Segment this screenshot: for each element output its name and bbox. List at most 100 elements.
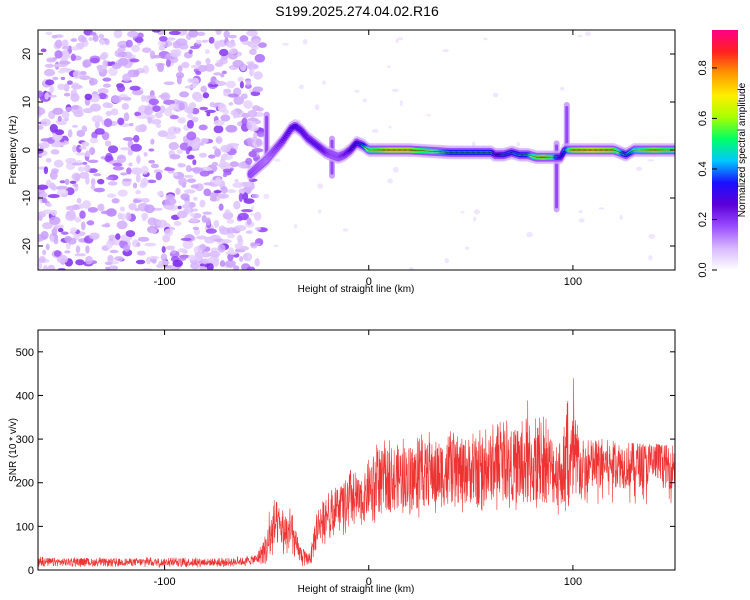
noise-blob [113,30,123,39]
noise-blob [212,145,218,150]
noise-blob [164,228,173,237]
noise-blob [140,178,149,186]
noise-blob [136,250,146,256]
noise-blob [108,234,117,240]
noise-blob [178,177,187,187]
noise-blob [194,93,203,103]
noise-blob [204,109,216,114]
noise-blob [146,256,152,265]
faint-noise-blob [577,34,583,38]
noise-blob [186,178,197,183]
noise-blob [102,59,108,69]
noise-blob [227,233,235,239]
noise-blob [102,102,111,108]
noise-blob [234,178,239,183]
x-tick-label: 0 [366,576,372,588]
noise-blob [108,265,119,270]
noise-blob [103,118,113,128]
noise-blob [71,104,80,110]
colorbar-tick-label: 0.6 [697,111,709,126]
noise-blob [221,154,234,161]
noise-blob [226,218,235,224]
noise-blob [233,265,240,270]
noise-blob [151,118,162,125]
noise-blob [256,107,264,112]
noise-blob [163,81,175,85]
noise-blob [129,85,141,91]
faint-noise-blob [426,114,431,117]
noise-blob [122,178,132,182]
noise-blob [176,210,188,219]
noise-blob [169,153,181,160]
noise-blob [155,112,163,119]
noise-blob [188,102,197,109]
noise-blob [184,200,190,207]
noise-blob [85,255,93,265]
noise-blob [147,217,157,226]
x-tick-label: 100 [564,576,582,588]
noise-blob [222,211,234,220]
noise-blob [225,80,236,89]
noise-blob [101,131,110,141]
noise-blob [220,186,228,194]
faint-noise-blob [408,266,414,270]
y-tick-label: 0 [28,565,34,577]
noise-blob [89,137,98,144]
noise-blob [70,93,80,102]
noise-blob [105,110,112,117]
noise-blob [141,267,153,270]
snr-panel: -100 0 100 0 100 200 300 400 500 Height of stra… [8,329,676,595]
noise-blob [219,158,226,168]
noise-blob [38,107,46,116]
noise-blob [232,182,245,188]
noise-blob [93,173,102,177]
noise-blob [220,144,231,153]
noise-blob [208,83,219,87]
noise-blob [206,112,211,117]
noise-blob [42,209,54,215]
noise-blob [53,237,59,245]
noise-blob [45,31,53,36]
noise-blob [131,44,141,53]
noise-blob [199,199,206,208]
noise-blob [256,131,265,137]
noise-blob [191,140,199,150]
noise-blob [239,35,249,43]
noise-blob [219,57,228,65]
noise-blob [137,236,150,242]
noise-blob [54,39,63,49]
noise-blob [187,112,193,119]
noise-blob [119,206,125,212]
noise-blob [116,154,127,164]
noise-blob [242,181,252,187]
noise-blob [245,157,253,165]
noise-blob [177,248,187,253]
faint-noise-blob [387,65,391,68]
noise-blob [78,202,85,209]
noise-blob [67,129,73,138]
noise-blob [240,93,248,100]
noise-blob [57,70,66,74]
noise-blob [158,260,170,266]
x-tick-label: -100 [154,576,176,588]
noise-blob [186,154,195,160]
noise-blob [163,167,176,171]
noise-blob [253,211,262,221]
noise-blob [241,209,253,213]
noise-blob [94,128,105,135]
noise-blob [65,157,77,164]
noise-blob [48,94,57,98]
faint-noise-blob [444,257,450,264]
noise-blob [80,221,86,231]
noise-blob [105,266,110,270]
noise-blob [257,42,267,48]
noise-blob [229,48,238,55]
noise-blob [215,30,222,36]
noise-blob [89,31,97,36]
noise-blob [94,120,100,129]
noise-blob [97,92,107,100]
noise-blob [132,182,138,189]
noise-blob [199,170,210,177]
noise-blob [51,34,58,39]
noise-blob [179,91,190,98]
